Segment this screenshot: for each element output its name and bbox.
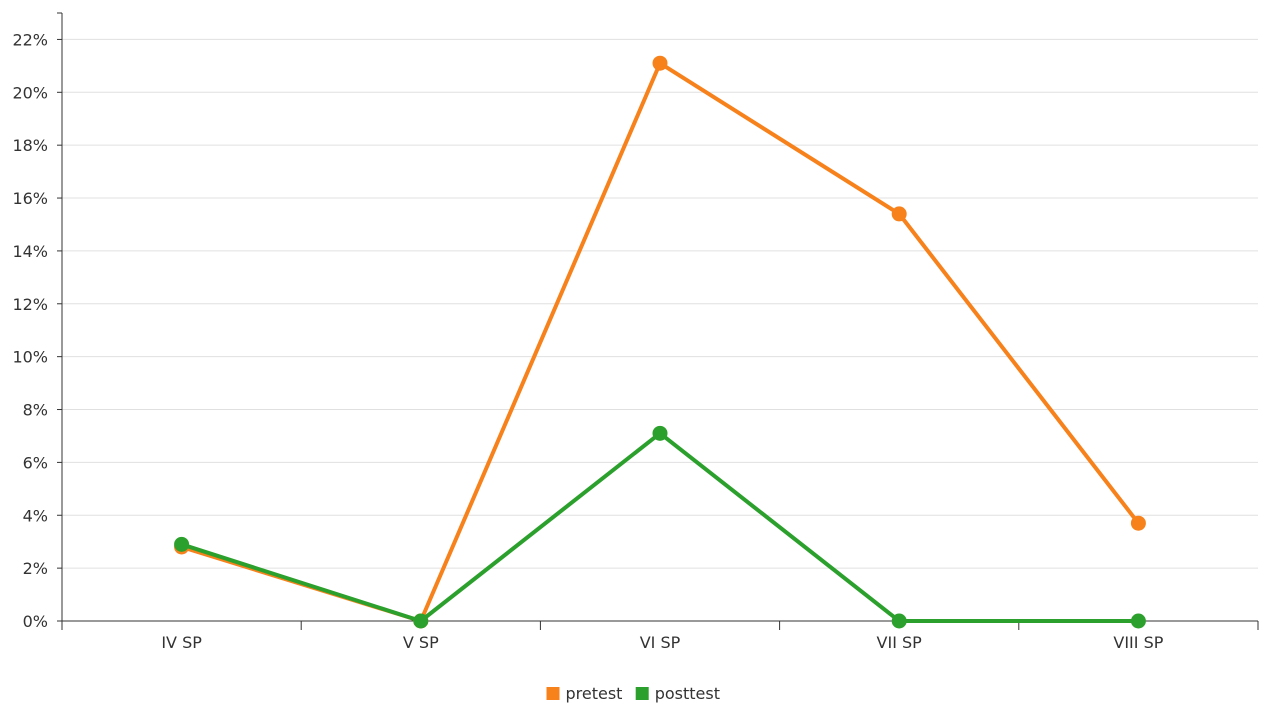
y-tick-label: 20% (12, 83, 48, 102)
data-point-pretest[interactable] (1130, 515, 1146, 531)
x-tick-label: V SP (403, 633, 439, 652)
data-point-posttest[interactable] (891, 613, 907, 629)
legend-label: pretest (566, 684, 623, 703)
y-tick-label: 14% (12, 242, 48, 261)
grid-lines (62, 38, 1258, 569)
y-tick-label: 22% (12, 30, 48, 49)
axes: 0% 2% 4% 6% 8% 10% 12% 14% 16% 18% 20% 22% IV SP V SP… (12, 12, 1259, 652)
y-tick-label: 0% (23, 612, 48, 631)
legend-label: posttest (655, 684, 720, 703)
y-tick-label: 6% (23, 453, 48, 472)
legend-swatch (635, 687, 649, 700)
data-point-pretest[interactable] (891, 206, 907, 222)
y-tick-label: 18% (12, 136, 48, 155)
x-tick-label: IV SP (161, 633, 202, 652)
x-tick-label: VIII SP (1113, 633, 1163, 652)
data-point-posttest[interactable] (413, 613, 429, 629)
y-tick-label: 8% (23, 401, 48, 420)
y-tick-label: 2% (23, 559, 48, 578)
legend-item-pretest[interactable]: pretest (546, 684, 623, 703)
y-tick-label: 12% (12, 295, 48, 314)
data-point-pretest[interactable] (652, 55, 668, 71)
legend: pretest posttest (546, 684, 720, 703)
series-posttest (174, 425, 1146, 629)
legend-swatch (546, 687, 560, 700)
y-tick-label: 4% (23, 506, 48, 525)
y-tick-label: 16% (12, 189, 48, 208)
y-tick-label: 10% (12, 348, 48, 367)
data-point-posttest[interactable] (174, 536, 190, 552)
data-point-posttest[interactable] (652, 425, 668, 441)
series-lines (174, 55, 1146, 629)
data-point-posttest[interactable] (1130, 613, 1146, 629)
x-tick-label: VII SP (877, 633, 923, 652)
legend-item-posttest[interactable]: posttest (635, 684, 720, 703)
x-tick-label: VI SP (640, 633, 681, 652)
series-line-pretest (179, 61, 1141, 623)
series-pretest (174, 55, 1146, 629)
